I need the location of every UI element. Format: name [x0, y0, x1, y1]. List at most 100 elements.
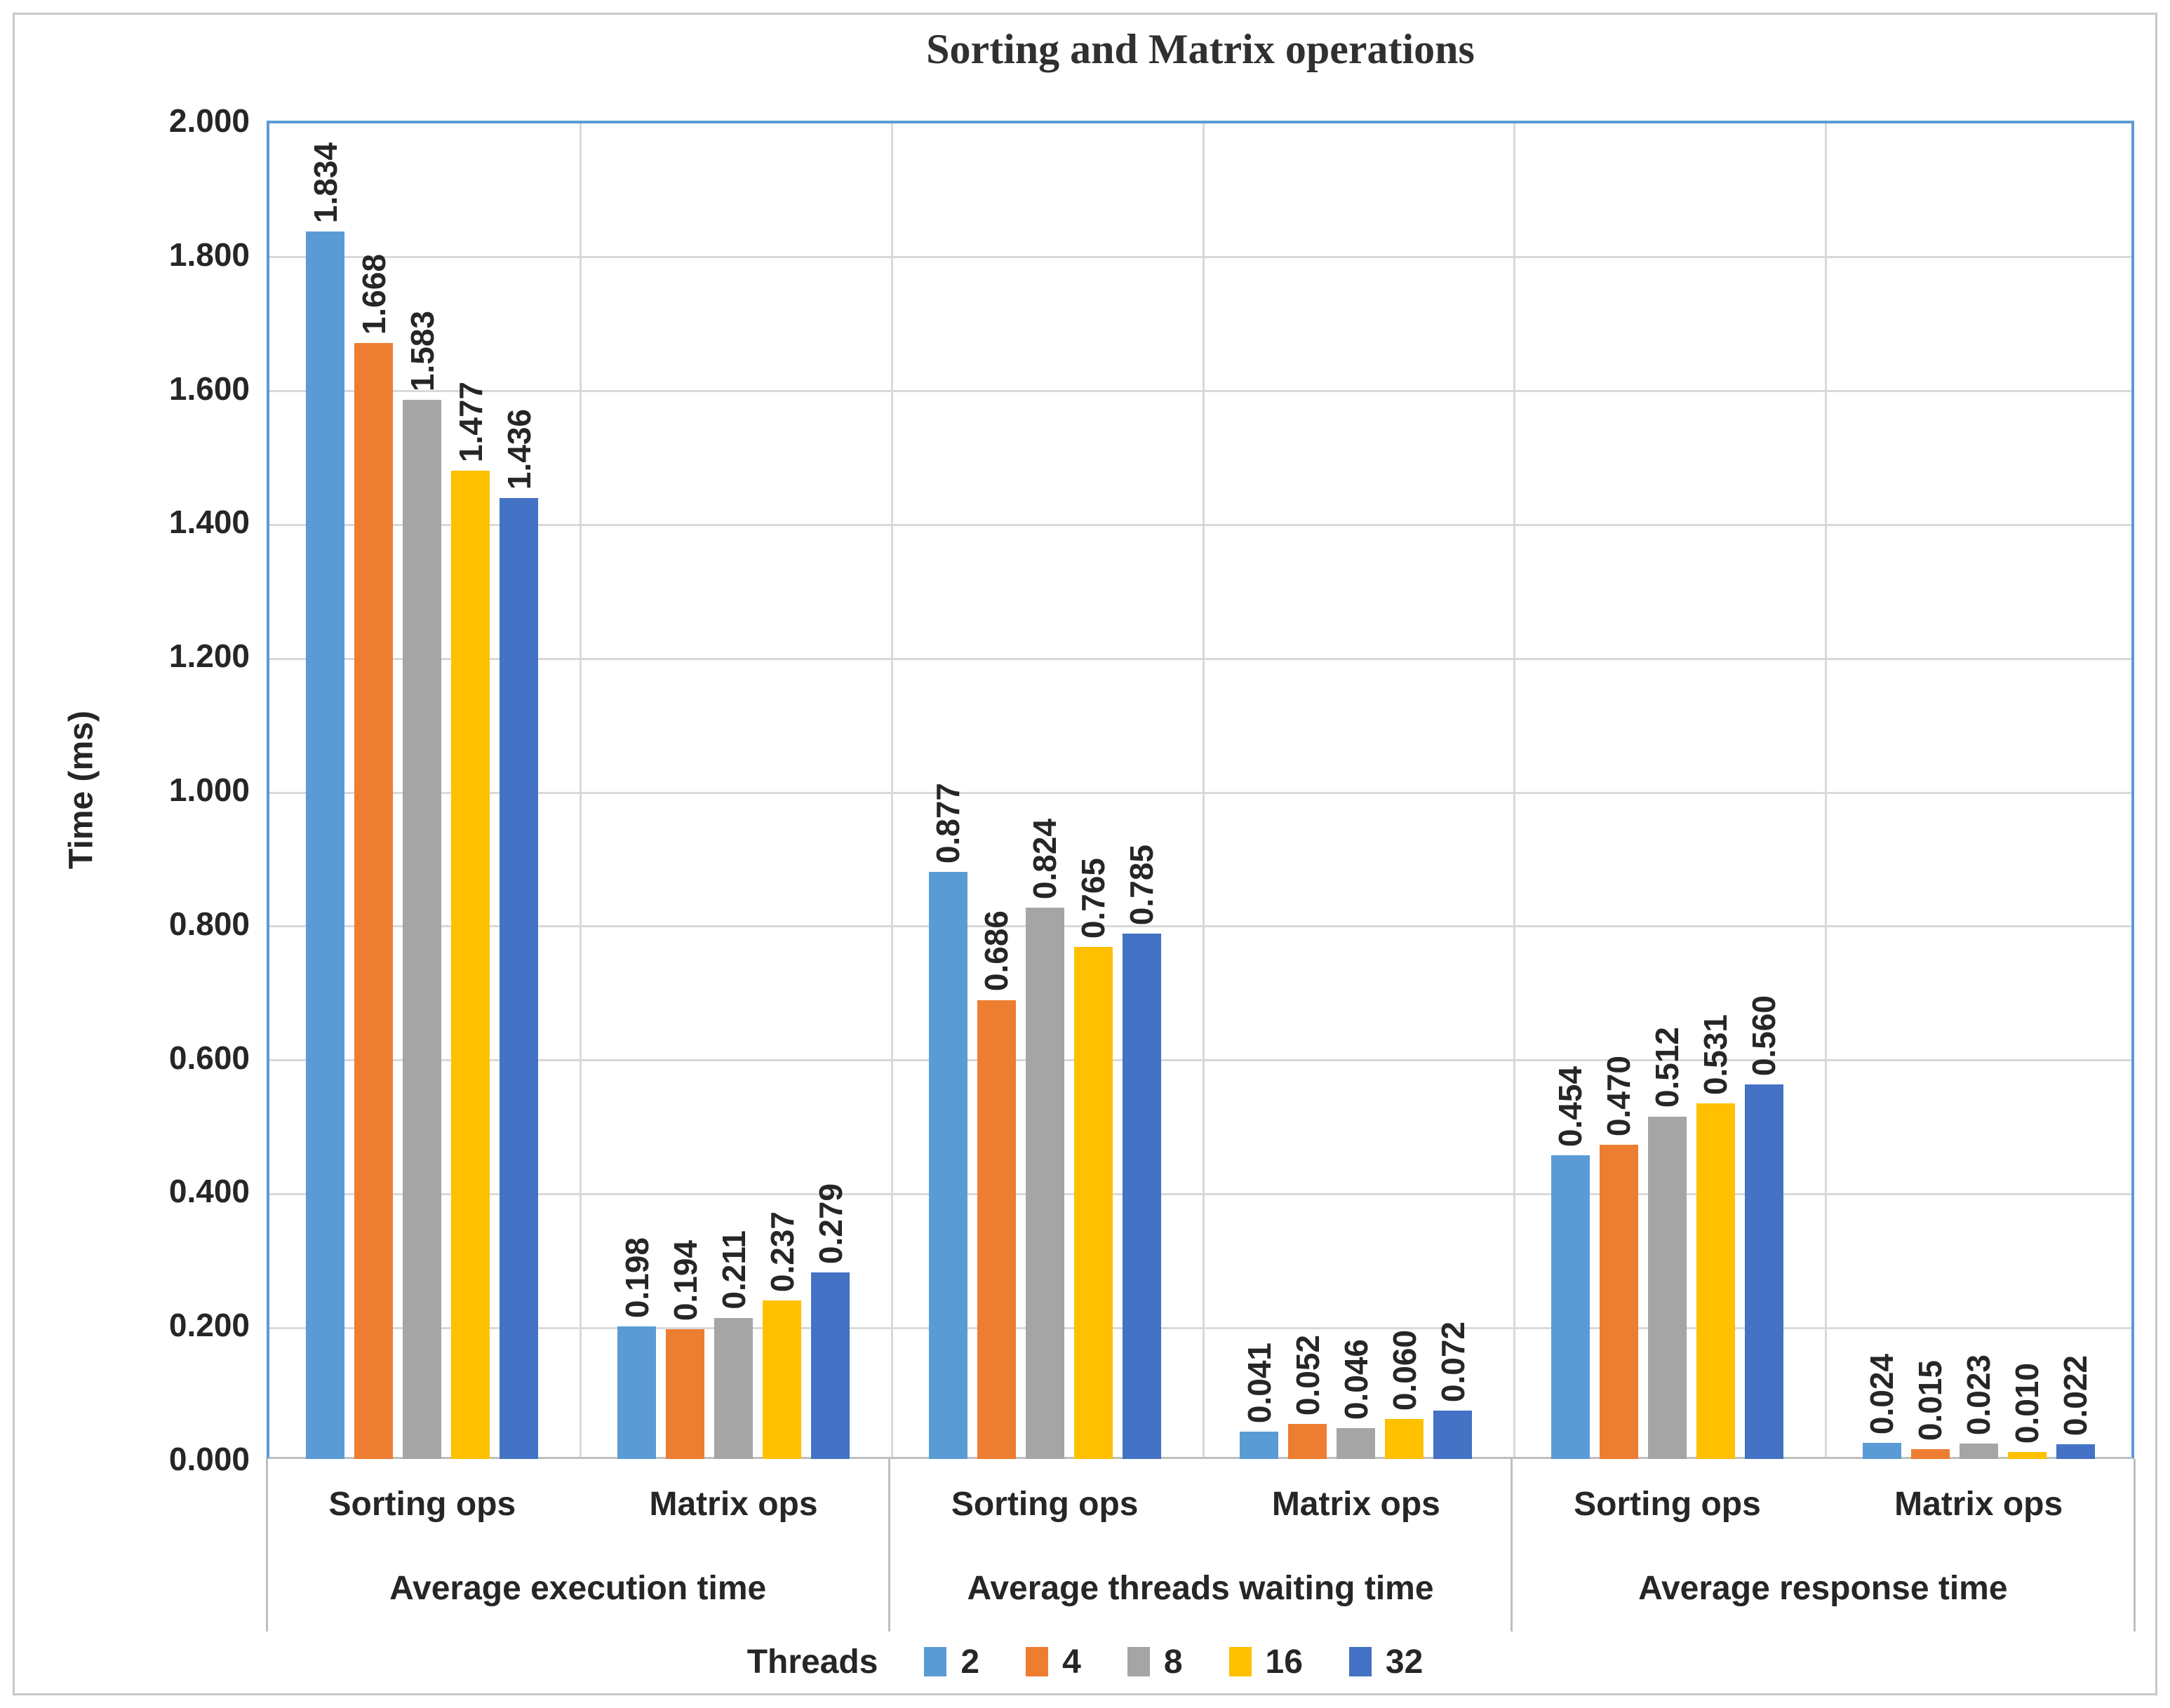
bar-value-label: 0.198 — [618, 1237, 655, 1319]
bar-value-label: 0.686 — [978, 910, 1015, 992]
bar-value-label: 0.052 — [1289, 1335, 1326, 1416]
bar: 0.060 — [1385, 1330, 1424, 1459]
bar: 1.477 — [451, 382, 490, 1459]
bar-value-label: 0.765 — [1075, 858, 1112, 939]
legend-item-label: 2 — [960, 1643, 980, 1681]
y-tick-label: 2.000 — [168, 102, 250, 139]
bar: 0.198 — [617, 1237, 656, 1459]
v-gridline — [890, 123, 893, 1457]
bar: 0.022 — [2056, 1355, 2095, 1459]
legend-item: 32 — [1348, 1643, 1423, 1681]
bar-value-label: 0.454 — [1552, 1065, 1589, 1147]
category-label: Sorting ops — [328, 1485, 516, 1523]
x-group-row: Average execution time Average threads wa… — [267, 1547, 2134, 1629]
bar-cluster: 0.454 0.470 0.512 0.531 0.560 — [1512, 121, 1823, 1459]
bar: 0.052 — [1288, 1335, 1327, 1459]
axis-separator — [265, 1459, 268, 1632]
bar-value-label: 1.583 — [403, 310, 441, 391]
bar-value-label: 0.512 — [1649, 1027, 1686, 1108]
bar-value-label: 0.877 — [930, 783, 967, 864]
bar: 0.765 — [1073, 858, 1113, 1459]
bar-group: 0.877 0.686 0.824 0.765 0.785 0.041 0.052 0.046… — [889, 121, 1511, 1459]
bar: 0.785 — [1122, 845, 1161, 1459]
bar-cluster: 0.198 0.194 0.211 0.237 0.279 — [578, 121, 890, 1459]
legend-swatch — [1348, 1647, 1372, 1676]
gridline — [269, 256, 2131, 259]
bar-value-label: 0.279 — [812, 1183, 849, 1264]
bar-value-label: 0.024 — [1863, 1353, 1901, 1435]
bar: 0.023 — [1959, 1354, 1998, 1459]
bar-value-label: 1.834 — [307, 142, 344, 224]
y-tick-label: 1.800 — [168, 236, 250, 273]
category-label: Matrix ops — [1894, 1485, 2063, 1523]
y-tick-label: 0.600 — [168, 1039, 250, 1076]
legend-title: Threads — [746, 1643, 878, 1681]
bar: 0.024 — [1862, 1354, 1901, 1459]
chart-title: Sorting and Matrix operations — [926, 26, 1475, 72]
bar: 0.560 — [1744, 995, 1783, 1459]
y-tick-label: 0.000 — [168, 1441, 250, 1477]
bar-value-label: 0.041 — [1240, 1342, 1278, 1423]
bar-value-label: 0.531 — [1697, 1014, 1734, 1096]
legend-item: 4 — [1026, 1643, 1081, 1681]
bar-value-label: 0.211 — [715, 1230, 752, 1310]
group-label: Average execution time — [389, 1569, 767, 1607]
y-tick-label: 0.400 — [168, 1173, 250, 1210]
category-label: Sorting ops — [1574, 1485, 1761, 1523]
bar: 1.583 — [403, 311, 442, 1459]
axis-separator — [888, 1459, 890, 1632]
legend-swatch — [1026, 1647, 1049, 1676]
category-label: Matrix ops — [1271, 1485, 1440, 1523]
bar: 0.531 — [1696, 1014, 1735, 1459]
y-tick-label: 1.600 — [168, 370, 250, 407]
bar-value-label: 0.237 — [763, 1211, 801, 1292]
y-tick-label: 1.200 — [168, 638, 250, 675]
bar: 0.072 — [1433, 1322, 1473, 1459]
group-label: Average threads waiting time — [967, 1569, 1434, 1607]
bar: 0.046 — [1337, 1339, 1376, 1459]
bar-value-label: 0.785 — [1123, 845, 1160, 926]
legend-item: 8 — [1127, 1643, 1183, 1681]
gridline — [269, 791, 2131, 794]
category-label: Matrix ops — [649, 1485, 818, 1523]
bar-cluster: 0.041 0.052 0.046 0.060 0.072 — [1200, 121, 1512, 1459]
bar-value-label: 0.194 — [667, 1239, 704, 1321]
bar: 0.041 — [1240, 1343, 1279, 1459]
bar-value-label: 0.046 — [1337, 1339, 1374, 1420]
gridline — [269, 1059, 2131, 1062]
y-tick-label: 0.200 — [168, 1307, 250, 1344]
gridline — [269, 523, 2131, 526]
bar-value-label: 0.060 — [1386, 1329, 1423, 1411]
bar: 1.436 — [500, 409, 539, 1459]
bar: 0.015 — [1910, 1360, 1950, 1459]
bar-cluster: 0.024 0.015 0.023 0.010 0.022 — [1823, 121, 2134, 1459]
legend: Threads 2 4 8 16 32 — [0, 1632, 2170, 1692]
legend-item-label: 4 — [1062, 1643, 1081, 1681]
bar: 1.668 — [354, 254, 394, 1459]
legend-swatch — [1228, 1647, 1252, 1676]
x-category-group: Sorting ops Matrix ops — [1512, 1461, 2134, 1547]
bar-group: 0.454 0.470 0.512 0.531 0.560 0.024 0.015 0.023… — [1512, 121, 2134, 1459]
bar: 0.279 — [811, 1183, 850, 1459]
legend-item-label: 16 — [1265, 1643, 1303, 1681]
bars-layer: 1.834 1.668 1.583 1.477 1.436 0.198 0.194 0.211… — [267, 121, 2134, 1459]
y-tick-label: 0.800 — [168, 905, 250, 942]
bar-value-label: 0.824 — [1026, 818, 1064, 899]
bar: 0.470 — [1599, 1056, 1638, 1459]
bar-value-label: 0.015 — [1912, 1359, 1949, 1441]
group-label: Average response time — [1638, 1569, 2008, 1607]
v-gridline — [580, 123, 582, 1457]
gridline — [269, 925, 2131, 928]
x-category-group: Sorting ops Matrix ops — [267, 1461, 889, 1547]
legend-item: 2 — [924, 1643, 979, 1681]
gridline — [269, 390, 2131, 393]
legend-swatch — [1127, 1647, 1150, 1676]
bar: 0.237 — [763, 1211, 801, 1459]
bar-group: 1.834 1.668 1.583 1.477 1.436 0.198 0.194 0.211… — [267, 121, 889, 1459]
bar: 0.686 — [977, 910, 1016, 1459]
x-category-group: Sorting ops Matrix ops — [889, 1461, 1511, 1547]
bar: 0.194 — [666, 1240, 704, 1459]
bar: 0.824 — [1025, 819, 1064, 1459]
axis-separator — [2133, 1459, 2136, 1632]
bar: 0.211 — [714, 1230, 753, 1459]
